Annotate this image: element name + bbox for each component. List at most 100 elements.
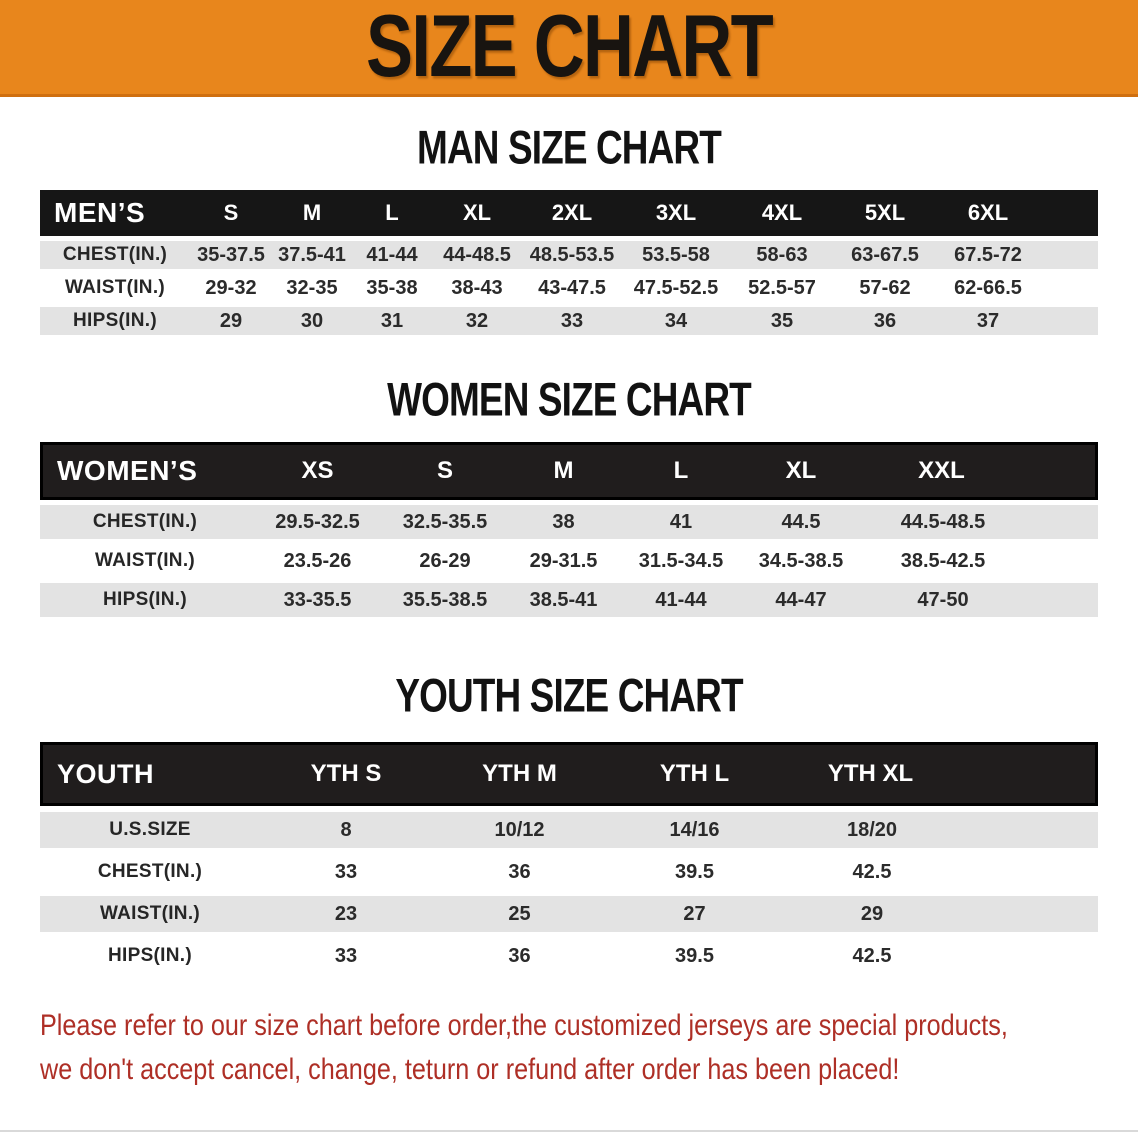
- size-cell: 23.5-26: [283, 549, 352, 572]
- table-row: CHEST(IN.) 29.5-32.5 32.5-35.5 38 41 44.5 44.5…: [40, 505, 1098, 539]
- youth-section-heading: YOUTH SIZE CHART: [395, 669, 743, 722]
- table-row: HIPS(IN.) 33 36 39.5 42.5: [40, 938, 1098, 974]
- size-cell: 67.5-72: [954, 243, 1022, 266]
- table-row: WAIST(IN.) 23 25 27 29: [40, 896, 1098, 932]
- column-header: L: [352, 190, 432, 236]
- size-cell: 8: [340, 818, 352, 841]
- size-cell: 38: [552, 510, 575, 533]
- table-row: HIPS(IN.) 33-35.5 35.5-38.5 38.5-41 41-44 44-…: [40, 583, 1098, 617]
- size-cell: 34: [664, 309, 688, 332]
- size-cell: 63-67.5: [851, 243, 919, 266]
- size-cell: 38-43: [451, 276, 503, 299]
- column-header: S: [190, 190, 272, 236]
- row-label: CHEST(IN.): [97, 861, 203, 882]
- size-cell: 57-62: [859, 276, 911, 299]
- size-cell: 44.5: [781, 510, 821, 533]
- size-cell: 29-31.5: [529, 549, 598, 572]
- men-header-row: MEN’S S M L XL 2XL 3XL 4XL 5XL 6XL: [40, 190, 1098, 236]
- row-label: CHEST(IN.): [62, 244, 168, 265]
- youth-size-section: YOUTH SIZE CHART YOUTH YTH S YTH M YTH L YTH…: [0, 669, 1138, 980]
- column-header: 3XL: [622, 190, 730, 236]
- size-cell: 41-44: [366, 243, 418, 266]
- disclaimer-line-2: we don't accept cancel, change, teturn o…: [40, 1052, 900, 1086]
- column-header: S: [385, 442, 505, 500]
- size-cell: 43-47.5: [538, 276, 606, 299]
- row-label: HIPS(IN.): [108, 945, 192, 966]
- size-cell: 35: [770, 309, 794, 332]
- size-cell: 33-35.5: [283, 588, 352, 611]
- size-cell: 44-47: [775, 588, 827, 611]
- table-row: CHEST(IN.) 35-37.5 37.5-41 41-44 44-48.5 48.5…: [40, 241, 1098, 269]
- men-size-section: MAN SIZE CHART MEN’S S M L XL 2XL 3XL 4XL 5XL 6XL…: [0, 121, 1138, 340]
- column-header: XXL: [862, 442, 1098, 500]
- row-label: WAIST(IN.): [94, 550, 196, 571]
- column-header: XS: [250, 442, 385, 500]
- size-cell: 35-38: [366, 276, 418, 299]
- size-cell: 36: [508, 944, 531, 967]
- size-cell: 42.5: [852, 944, 892, 967]
- column-header: YTH M: [432, 742, 607, 806]
- size-cell: 29: [860, 902, 884, 925]
- size-cell: 35-37.5: [197, 243, 265, 266]
- size-cell: 14/16: [669, 818, 720, 841]
- size-cell: 31.5-34.5: [638, 549, 724, 572]
- table-corner-label: MEN’S: [40, 190, 190, 236]
- men-size-table: MEN’S S M L XL 2XL 3XL 4XL 5XL 6XL CHEST(IN.) 35-3…: [40, 185, 1098, 340]
- size-cell: 32-35: [286, 276, 338, 299]
- size-cell: 38.5-42.5: [900, 549, 986, 572]
- size-cell: 37: [976, 309, 1000, 332]
- table-row: WAIST(IN.) 23.5-26 26-29 29-31.5 31.5-34.5 34…: [40, 544, 1098, 578]
- column-header: YTH XL: [782, 742, 1098, 806]
- table-row: WAIST(IN.) 29-32 32-35 35-38 38-43 43-47.5 47.…: [40, 274, 1098, 302]
- size-cell: 26-29: [419, 549, 471, 572]
- size-cell: 41: [669, 510, 693, 533]
- column-header: YTH S: [260, 742, 432, 806]
- table-corner-label: YOUTH: [40, 742, 260, 806]
- size-cell: 36: [873, 309, 897, 332]
- size-cell: 38.5-41: [529, 588, 598, 611]
- youth-header-row: YOUTH YTH S YTH M YTH L YTH XL: [40, 742, 1098, 806]
- column-header: M: [505, 442, 622, 500]
- size-cell: 33: [334, 860, 358, 883]
- size-cell: 44-48.5: [443, 243, 511, 266]
- size-cell: 53.5-58: [642, 243, 710, 266]
- size-cell: 36: [508, 860, 531, 883]
- size-cell: 27: [683, 902, 706, 925]
- disclaimer: Please refer to our size chart before or…: [40, 1004, 1100, 1091]
- size-cell: 35.5-38.5: [402, 588, 488, 611]
- size-cell: 29.5-32.5: [275, 510, 360, 533]
- table-row: HIPS(IN.) 29 30 31 32 33 34 35 36 37: [40, 307, 1098, 335]
- size-cell: 25: [508, 902, 531, 925]
- table-corner-label: WOMEN’S: [40, 442, 250, 500]
- row-label: HIPS(IN.): [103, 589, 187, 610]
- row-label: HIPS(IN.): [73, 310, 157, 331]
- women-header-row: WOMEN’S XS S M L XL XXL: [40, 442, 1098, 500]
- size-cell: 18/20: [846, 818, 898, 841]
- row-label: CHEST(IN.): [92, 511, 198, 532]
- women-size-table: WOMEN’S XS S M L XL XXL CHEST(IN.) 29.5-32.5 32.…: [40, 437, 1098, 622]
- disclaimer-line-1: Please refer to our size chart before or…: [40, 1009, 1008, 1042]
- column-header: XL: [740, 442, 862, 500]
- column-header: M: [272, 190, 352, 236]
- size-cell: 52.5-57: [748, 276, 816, 299]
- size-cell: 58-63: [756, 243, 808, 266]
- banner-title: SIZE CHART: [366, 0, 774, 96]
- size-cell: 39.5: [675, 944, 714, 967]
- size-cell: 48.5-53.5: [529, 243, 615, 266]
- column-header: 6XL: [936, 190, 1098, 236]
- size-cell: 29-32: [205, 276, 257, 299]
- size-cell: 29: [219, 309, 243, 332]
- size-cell: 44.5-48.5: [900, 510, 986, 533]
- table-row: U.S.SIZE 8 10/12 14/16 18/20: [40, 812, 1098, 848]
- size-cell: 39.5: [675, 860, 714, 883]
- column-header: 2XL: [522, 190, 622, 236]
- size-cell: 34.5-38.5: [758, 549, 844, 572]
- column-header: 4XL: [730, 190, 834, 236]
- column-header: XL: [432, 190, 522, 236]
- size-cell: 30: [300, 309, 324, 332]
- size-cell: 32: [465, 309, 489, 332]
- women-section-heading: WOMEN SIZE CHART: [387, 373, 752, 426]
- women-size-section: WOMEN SIZE CHART WOMEN’S XS S M L XL XXL CHEST…: [0, 373, 1138, 622]
- column-header: 5XL: [834, 190, 936, 236]
- size-cell: 33: [560, 309, 584, 332]
